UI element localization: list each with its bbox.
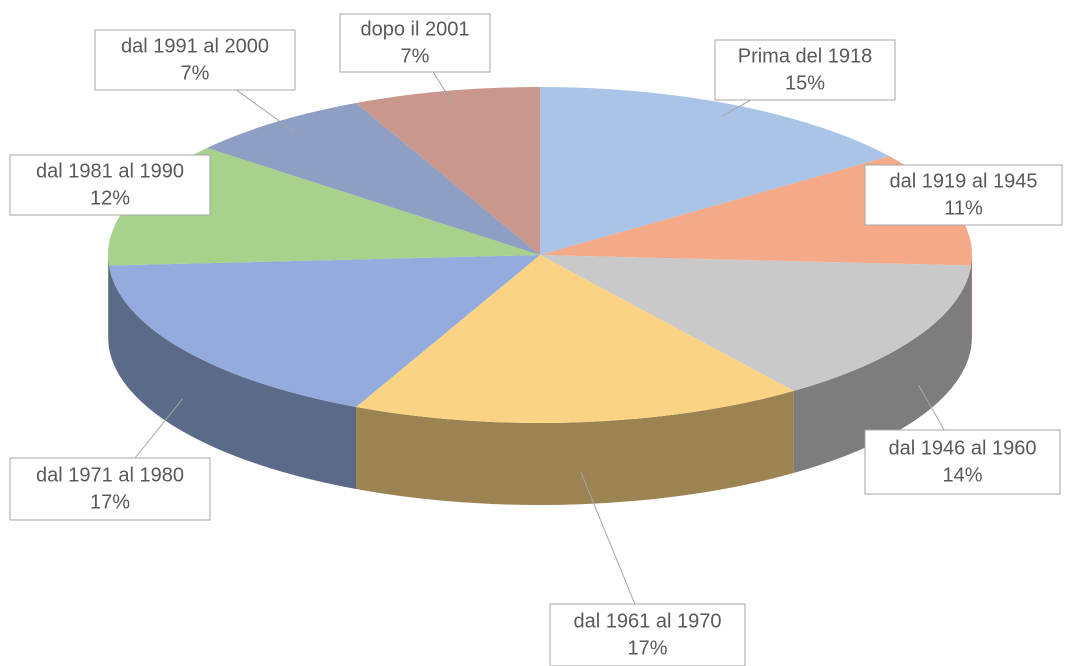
slice-label: dal 1971 al 1980 <box>36 464 184 486</box>
slice-label: dal 1946 al 1960 <box>889 437 1037 459</box>
slice-side <box>108 265 357 490</box>
label-box <box>94 29 296 91</box>
label-box <box>549 603 746 666</box>
label-box <box>864 429 1061 495</box>
slice <box>540 87 890 255</box>
slice-value-label: 17% <box>90 491 130 513</box>
slice-side <box>971 255 972 348</box>
slice-label: dal 1961 al 1970 <box>574 610 722 632</box>
slice-value-label: 14% <box>942 464 982 486</box>
slice-side <box>356 390 794 505</box>
slice-value-label: 11% <box>944 197 983 219</box>
slice-label: dopo il 2001 <box>361 18 470 40</box>
slice <box>540 255 972 391</box>
slice-value-label: 7% <box>401 45 430 67</box>
labels: Prima del 1918 15% dal 1919 al 1945 11% dal … <box>9 13 1063 666</box>
slice <box>207 102 540 256</box>
tops <box>108 87 972 424</box>
label-box <box>9 154 211 216</box>
slice-label: dal 1919 al 1945 <box>890 170 1038 192</box>
slice <box>356 87 540 255</box>
label-box <box>864 164 1063 226</box>
slice-value-label: 12% <box>90 187 130 209</box>
slice <box>540 156 972 266</box>
slice-value-label: 7% <box>181 62 210 84</box>
slice-side <box>793 265 972 473</box>
sides <box>108 255 972 505</box>
slice-label: dal 1991 al 2000 <box>121 35 269 57</box>
slice <box>108 147 541 266</box>
slice-value-label: 17% <box>627 637 667 659</box>
slice-side <box>108 255 109 348</box>
label-box <box>9 457 211 521</box>
label-box <box>339 13 491 73</box>
slice-value-label: 15% <box>785 72 825 94</box>
label-box <box>714 39 896 101</box>
slice <box>108 255 541 408</box>
slice-label: Prima del 1918 <box>738 45 873 67</box>
slice-label: dal 1981 al 1990 <box>36 160 184 182</box>
slice <box>356 255 794 424</box>
